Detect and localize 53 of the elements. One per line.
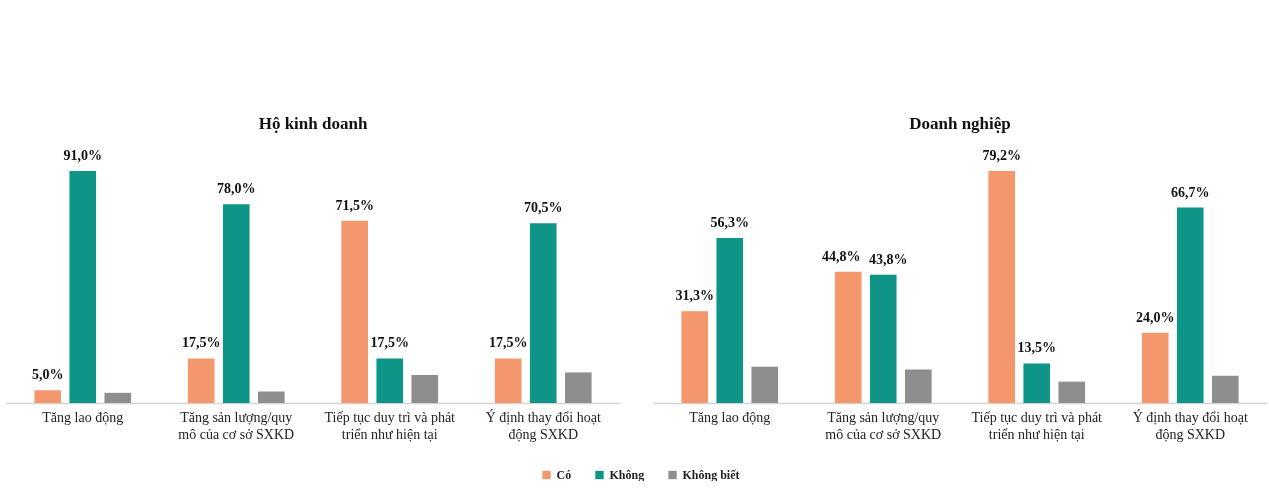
- data-label: 17,5%: [181, 335, 221, 351]
- data-label: 78,0%: [217, 181, 256, 197]
- bar: [869, 274, 897, 403]
- data-label: 13,5%: [1017, 340, 1056, 356]
- legend-label: Không biết: [682, 468, 740, 482]
- data-label: 56,3%: [710, 215, 749, 231]
- x-tick-label: Tăng sản lượng/quy mô của cơ sở SXKD: [178, 409, 295, 442]
- data-label: 24,0%: [1135, 309, 1175, 325]
- x-tick-label: Tăng lao động: [42, 409, 124, 425]
- x-tick-label: Tăng sản lượng/quy mô của cơ sở SXKD: [825, 409, 942, 442]
- legend-label: Có: [556, 468, 572, 482]
- bar: [529, 223, 557, 403]
- bar: [681, 311, 709, 403]
- bar: [34, 390, 62, 403]
- data-label: 91,0%: [63, 148, 102, 163]
- data-label: 79,2%: [982, 148, 1021, 163]
- data-label: 43,8%: [869, 251, 908, 267]
- bar: [341, 220, 369, 403]
- data-label: 31,3%: [675, 288, 714, 304]
- bar: [1211, 375, 1239, 403]
- bar: [751, 366, 779, 403]
- bar: [376, 358, 404, 403]
- data-label: 5,0%: [31, 367, 64, 383]
- data-label: 66,7%: [1171, 184, 1210, 200]
- bar: [564, 372, 592, 403]
- x-tick-label: Tiếp tục duy trì và phát triển như hiện tại: [971, 409, 1103, 442]
- bar: [69, 171, 97, 403]
- chart-title: Doanh nghiệp: [909, 114, 1011, 133]
- data-label: 70,5%: [524, 200, 563, 216]
- bar: [104, 392, 132, 403]
- x-tick-label: Tăng lao động: [689, 409, 771, 425]
- bar: [222, 204, 250, 403]
- bar: [988, 171, 1016, 403]
- chart-title: Hộ kinh doanh: [258, 114, 368, 133]
- bar: [1023, 363, 1051, 403]
- bar: [1141, 332, 1169, 403]
- bar: [716, 238, 744, 403]
- x-tick-label: Ý định thay đổi hoạt động SXKD: [1132, 408, 1248, 442]
- bar: [834, 271, 862, 403]
- data-label: 44,8%: [821, 248, 861, 264]
- x-tick-label: Tiếp tục duy trì và phát triển như hiện tại: [324, 409, 456, 442]
- bar: [1176, 207, 1204, 403]
- x-tick-label: Ý định thay đổi hoạt động SXKD: [485, 408, 601, 442]
- bar: [257, 391, 285, 403]
- data-label: 71,5%: [335, 197, 374, 213]
- legend-label: Không: [609, 468, 645, 482]
- bar: [411, 374, 439, 403]
- data-label: 17,5%: [370, 335, 409, 351]
- data-label: 17,5%: [488, 335, 528, 351]
- bar: [494, 358, 522, 403]
- bar: [904, 369, 932, 403]
- bar: [1058, 381, 1086, 403]
- bar: [187, 358, 215, 403]
